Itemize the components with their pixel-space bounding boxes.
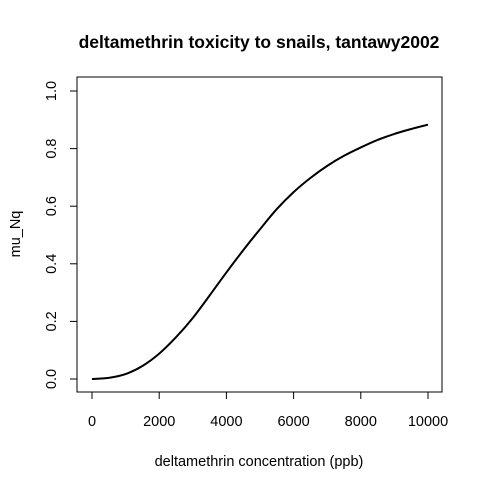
- y-axis-label: mu_Nq: [8, 211, 24, 258]
- x-tick-label: 0: [88, 414, 96, 430]
- x-tick-label: 4000: [210, 414, 242, 430]
- y-tick-label: 1.0: [44, 81, 60, 101]
- x-tick-label: 8000: [345, 414, 377, 430]
- x-axis: 0 2000 4000 6000 8000 10000: [88, 391, 448, 430]
- y-tick-label: 0.8: [44, 139, 60, 159]
- y-tick-label: 0.6: [44, 196, 60, 216]
- x-tick-label: 2000: [143, 414, 175, 430]
- y-tick-label: 0.4: [44, 254, 60, 274]
- plot-frame: [76, 76, 443, 393]
- y-axis: 0.0 0.2 0.4 0.6 0.8 1.0: [44, 81, 78, 389]
- x-axis-label: deltamethrin concentration (ppb): [155, 454, 364, 470]
- x-tick-label: 10000: [408, 414, 448, 430]
- y-tick-label: 0.0: [44, 369, 60, 389]
- series-line: [91, 123, 429, 380]
- y-tick-label: 0.2: [44, 311, 60, 331]
- chart-title: deltamethrin toxicity to snails, tantawy…: [79, 32, 440, 52]
- x-tick-label: 6000: [277, 414, 309, 430]
